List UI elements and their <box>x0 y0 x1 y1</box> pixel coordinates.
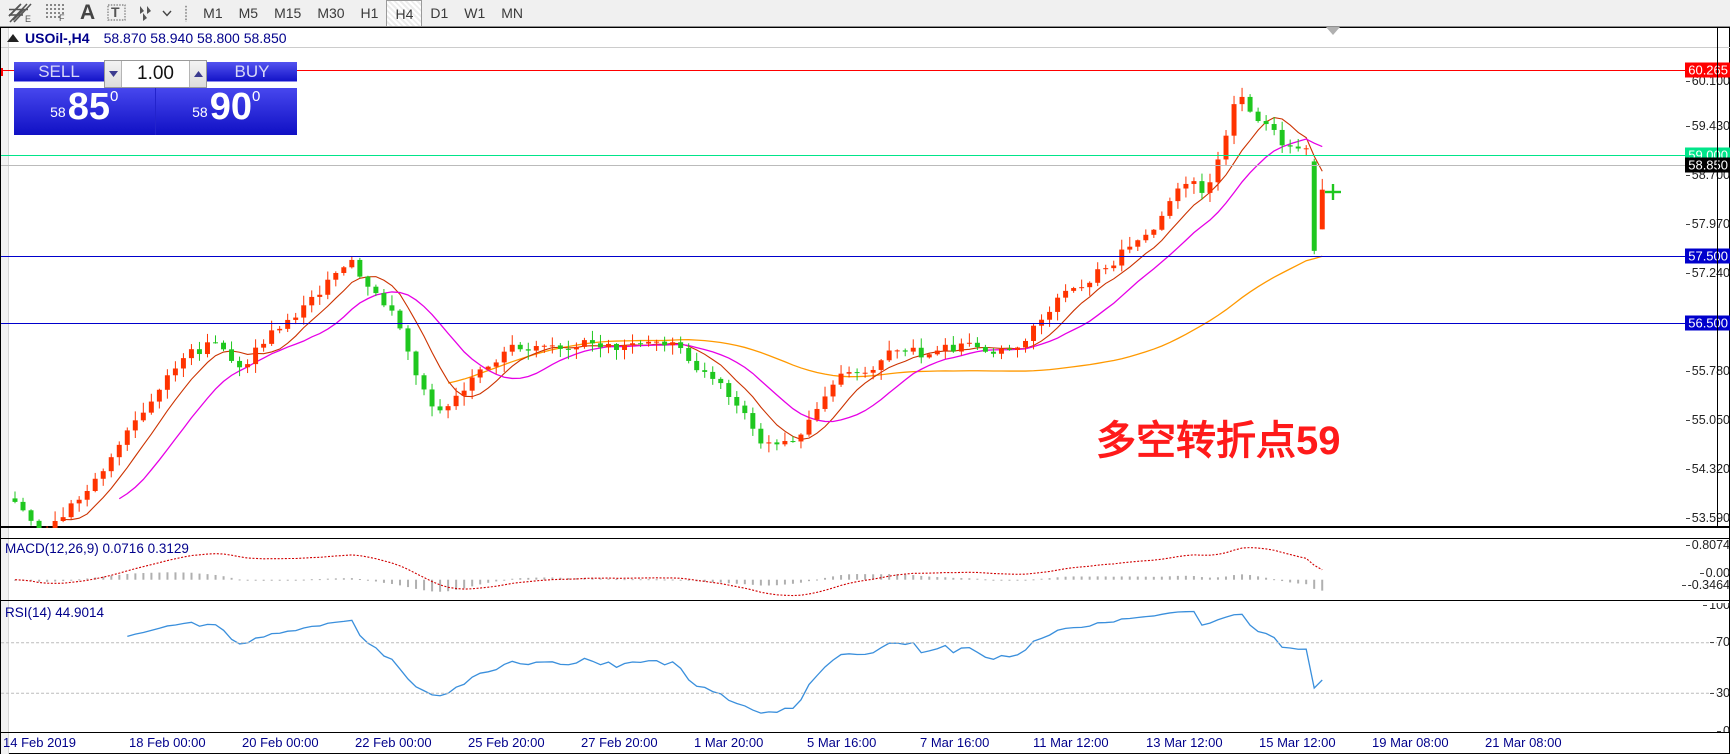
svg-text:F: F <box>59 13 65 22</box>
svg-text:E: E <box>25 14 31 23</box>
svg-text:T: T <box>111 4 120 20</box>
